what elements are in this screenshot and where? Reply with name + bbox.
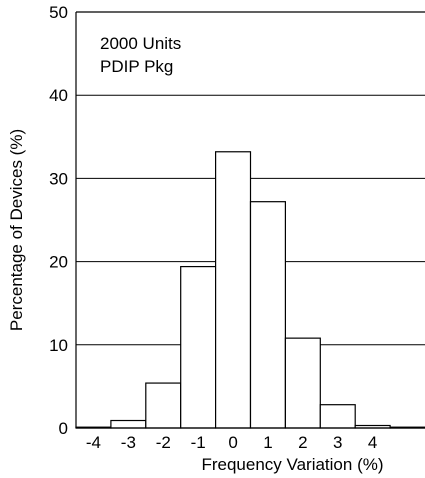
bar-3 (180, 265, 217, 429)
x-tick--3: -3 (121, 433, 136, 452)
y-tick-20: 20 (49, 253, 68, 272)
y-tick-50: 50 (49, 3, 68, 22)
bar-5 (249, 201, 287, 429)
bar-2 (145, 382, 182, 429)
x-tick-labels: -4 -3 -2 -1 0 1 2 3 4 (86, 433, 377, 452)
y-tick-labels: 0 10 20 30 40 50 (49, 3, 68, 438)
bar-6 (284, 337, 321, 429)
x-tick-4: 4 (368, 433, 377, 452)
x-tick--2: -2 (156, 433, 171, 452)
annotation-units: 2000 Units (100, 34, 181, 53)
y-tick-30: 30 (49, 169, 68, 188)
x-tick-2: 2 (298, 433, 307, 452)
x-tick-0: 0 (228, 433, 237, 452)
y-tick-0: 0 (59, 419, 68, 438)
bar-7 (319, 404, 356, 429)
y-tick-40: 40 (49, 86, 68, 105)
x-tick-3: 3 (333, 433, 342, 452)
bars (75, 151, 425, 429)
bar-1 (110, 419, 147, 429)
annotation-package: PDIP Pkg (100, 57, 173, 76)
x-tick--1: -1 (191, 433, 206, 452)
axes (75, 11, 425, 429)
bar-4 (215, 151, 252, 429)
x-tick--4: -4 (86, 433, 101, 452)
x-tick-1: 1 (263, 433, 272, 452)
y-tick-10: 10 (49, 336, 68, 355)
x-axis-title: Frequency Variation (%) (201, 455, 383, 474)
y-axis-title: Percentage of Devices (%) (7, 129, 26, 331)
